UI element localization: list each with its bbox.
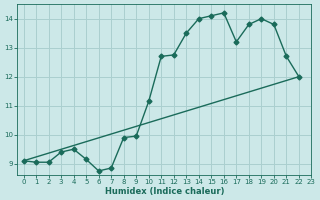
X-axis label: Humidex (Indice chaleur): Humidex (Indice chaleur) xyxy=(105,187,224,196)
